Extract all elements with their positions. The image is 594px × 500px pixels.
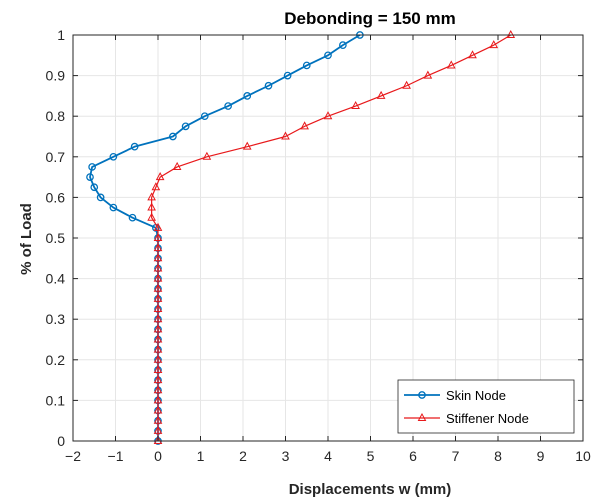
data-point xyxy=(153,375,163,384)
y-tick-label: 0.2 xyxy=(46,352,66,368)
x-tick-label: 0 xyxy=(154,448,162,464)
data-point xyxy=(468,50,477,59)
x-axis-label: Displacements w (mm) xyxy=(289,481,452,498)
data-point xyxy=(153,324,163,333)
data-point xyxy=(130,142,139,151)
legend-stiffener-marker xyxy=(417,412,427,421)
data-point xyxy=(96,193,105,202)
x-axis-ticks: −2 −1 0 1 2 3 4 5 6 7 8 9 10 xyxy=(65,35,591,464)
data-point xyxy=(423,70,433,79)
x-tick-label: 8 xyxy=(494,448,502,464)
data-point xyxy=(153,415,163,424)
data-point xyxy=(153,232,163,241)
x-tick-label: 5 xyxy=(367,448,375,464)
data-point xyxy=(147,192,156,201)
data-point xyxy=(153,344,163,353)
x-tick-label: 2 xyxy=(239,448,247,464)
data-point xyxy=(181,122,190,131)
chart-title: Debonding = 150 mm xyxy=(284,9,455,28)
series-layer xyxy=(86,29,516,445)
data-point xyxy=(153,354,163,363)
data-point xyxy=(109,152,118,161)
y-tick-label: 0.7 xyxy=(46,149,66,165)
x-tick-label: 4 xyxy=(324,448,332,464)
data-point xyxy=(155,172,165,181)
y-tick-label: 0.6 xyxy=(46,189,66,205)
data-point xyxy=(153,293,163,302)
data-point xyxy=(147,202,156,211)
y-tick-label: 0 xyxy=(57,433,65,449)
data-point xyxy=(153,222,163,231)
legend-skin-label: Skin Node xyxy=(446,388,506,403)
data-point xyxy=(283,71,292,80)
data-point xyxy=(172,161,182,170)
data-point xyxy=(243,92,252,100)
data-point xyxy=(153,273,163,282)
y-tick-label: 1 xyxy=(57,27,65,43)
data-point xyxy=(323,111,333,120)
data-point xyxy=(242,141,252,150)
data-point xyxy=(446,60,456,69)
data-point xyxy=(264,81,273,90)
data-point xyxy=(506,29,516,38)
data-point xyxy=(86,173,94,181)
data-point xyxy=(402,80,411,89)
y-axis-label: % of Load xyxy=(18,203,35,275)
data-point xyxy=(153,395,163,404)
y-axis-ticks: 0 0.1 0.2 0.3 0.4 0.5 0.6 0.7 0.8 0.9 1 xyxy=(46,27,583,449)
series-stiffener-node xyxy=(147,29,516,444)
y-tick-label: 0.8 xyxy=(46,108,66,124)
y-tick-label: 0.1 xyxy=(46,392,66,408)
y-tick-label: 0.3 xyxy=(46,311,66,327)
data-point xyxy=(90,183,99,192)
data-point xyxy=(200,112,209,121)
x-tick-label: 9 xyxy=(537,448,545,464)
data-point xyxy=(151,182,161,191)
x-tick-label: 10 xyxy=(575,448,591,464)
x-tick-label: −1 xyxy=(108,448,124,464)
data-point xyxy=(153,435,163,444)
legend-stiffener-label: Stiffener Node xyxy=(446,411,529,426)
x-tick-label: 1 xyxy=(197,448,205,464)
data-point xyxy=(376,90,386,99)
data-point xyxy=(153,314,163,323)
data-point xyxy=(339,41,347,50)
x-tick-label: 6 xyxy=(409,448,417,464)
legend-box xyxy=(397,379,575,434)
data-point xyxy=(109,203,118,212)
y-tick-label: 0.5 xyxy=(46,230,66,246)
data-point xyxy=(169,132,177,141)
data-point xyxy=(300,121,309,130)
data-point xyxy=(153,283,163,292)
data-point xyxy=(489,40,499,49)
data-point xyxy=(88,163,96,171)
data-point xyxy=(153,385,163,394)
x-tick-label: −2 xyxy=(65,448,81,464)
data-point xyxy=(153,243,163,252)
data-point xyxy=(224,102,232,110)
data-point xyxy=(281,131,290,140)
x-tick-label: 3 xyxy=(282,448,290,464)
data-point xyxy=(153,303,163,313)
data-point xyxy=(153,334,163,343)
legend-skin-marker xyxy=(418,391,426,399)
data-point xyxy=(153,405,163,414)
data-point xyxy=(324,51,332,60)
data-point xyxy=(351,100,360,110)
data-point xyxy=(128,213,137,222)
y-tick-label: 0.4 xyxy=(46,271,66,287)
data-point xyxy=(202,151,212,160)
data-point xyxy=(153,263,163,272)
series-line xyxy=(151,34,512,441)
data-point xyxy=(153,253,163,262)
data-point xyxy=(153,364,163,373)
data-point xyxy=(302,61,311,70)
legend: Skin Node Stiffener Node xyxy=(397,379,575,434)
data-point xyxy=(153,425,163,434)
x-tick-label: 7 xyxy=(452,448,460,464)
data-point xyxy=(147,212,156,221)
y-tick-label: 0.9 xyxy=(46,68,66,84)
